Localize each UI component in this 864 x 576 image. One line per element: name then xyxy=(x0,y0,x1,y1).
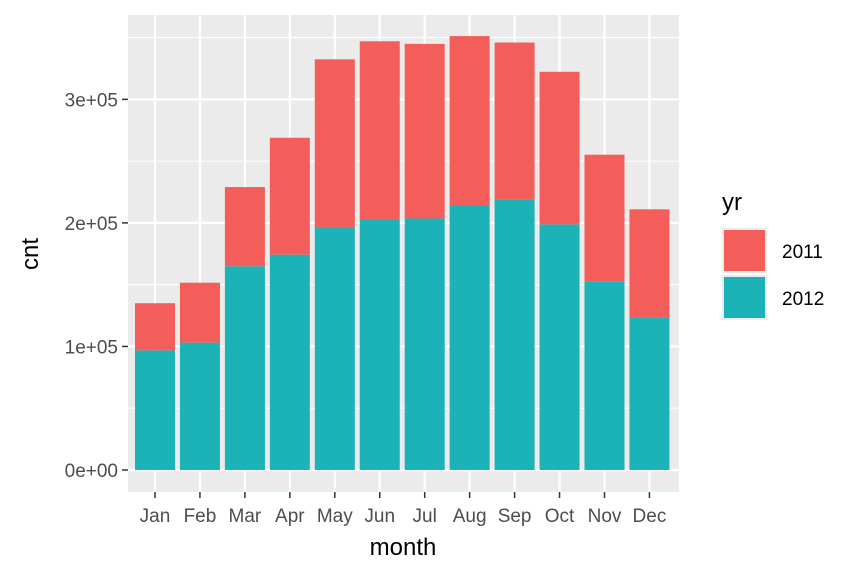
bar-2011-jun xyxy=(359,41,400,220)
y-tick-label: 3e+05 xyxy=(65,90,118,111)
bar-2012-dec xyxy=(629,317,670,470)
legend: yr 2011 2012 xyxy=(722,189,824,320)
bar-2012-jan xyxy=(135,350,175,470)
y-axis-title: cnt xyxy=(17,238,44,270)
bar-2012-oct xyxy=(539,224,580,470)
y-tick-label: 0e+00 xyxy=(65,461,118,482)
y-axis: 0e+00 1e+05 2e+05 3e+05 xyxy=(65,90,128,482)
bar-2012-mar xyxy=(224,266,265,470)
bar-2011-jul xyxy=(404,43,445,219)
bar-2011-apr xyxy=(269,137,310,255)
x-axis: Jan Feb Mar Apr May Jun Jul Aug Sep Oct Nov Dec xyxy=(140,492,667,527)
x-tick-label-nov: Nov xyxy=(588,506,622,527)
x-tick-label-dec: Dec xyxy=(633,506,667,527)
x-tick-label-feb: Feb xyxy=(184,506,217,527)
bar-2012-jul xyxy=(404,218,445,470)
legend-title: yr xyxy=(722,189,742,216)
bar-2012-jun xyxy=(359,219,400,470)
x-tick-label-apr: Apr xyxy=(275,506,305,527)
x-tick-label-jul: Jul xyxy=(413,506,437,527)
bars-layer xyxy=(135,36,670,471)
bar-2012-may xyxy=(314,227,355,470)
bar-2011-mar xyxy=(224,187,265,267)
x-tick-label-jan: Jan xyxy=(140,506,171,527)
x-tick-label-jun: Jun xyxy=(364,506,395,527)
bar-2012-aug xyxy=(449,204,490,471)
x-tick-label-sep: Sep xyxy=(498,506,532,527)
bar-2011-nov xyxy=(584,154,625,282)
x-tick-label-may: May xyxy=(317,506,353,527)
bar-2012-apr xyxy=(269,254,310,470)
legend-label-2012: 2012 xyxy=(782,289,824,310)
y-tick-label: 1e+05 xyxy=(65,337,118,358)
x-tick-label-aug: Aug xyxy=(453,506,487,527)
x-axis-title: month xyxy=(370,534,437,561)
bar-2011-feb xyxy=(179,282,220,343)
bar-2011-oct xyxy=(539,71,580,225)
legend-swatch-2011 xyxy=(724,230,765,271)
bar-2012-sep xyxy=(494,199,535,471)
bar-2012-feb xyxy=(179,342,220,470)
bar-2011-sep xyxy=(494,42,535,200)
x-tick-label-oct: Oct xyxy=(545,506,575,527)
bar-2011-aug xyxy=(449,36,490,205)
y-tick-label: 2e+05 xyxy=(65,214,118,235)
bar-2011-jan xyxy=(135,303,175,351)
x-tick-label-mar: Mar xyxy=(229,506,262,527)
bar-2011-may xyxy=(314,59,355,228)
bar-2011-dec xyxy=(629,209,670,318)
legend-swatch-2012 xyxy=(724,277,765,318)
legend-label-2011: 2011 xyxy=(782,242,823,263)
bar-2012-nov xyxy=(584,281,625,470)
